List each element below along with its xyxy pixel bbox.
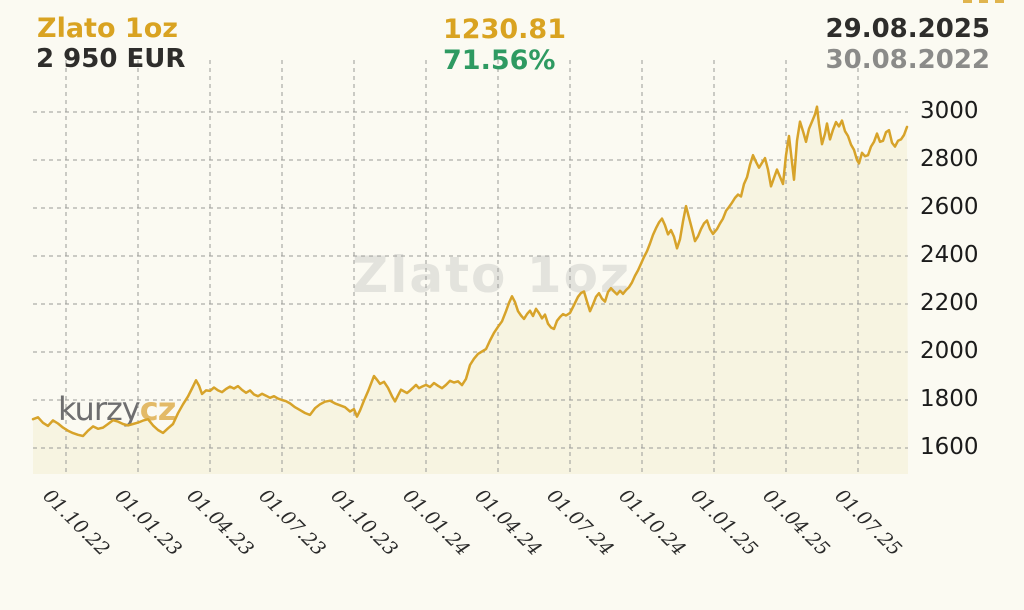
y-tick-label: 2400 — [920, 242, 979, 268]
y-tick-label: 2200 — [920, 290, 979, 316]
current-price: 2 950 EUR — [36, 44, 186, 74]
end-date: 29.08.2025 — [825, 14, 990, 44]
instrument-title: Zlato 1oz — [37, 13, 178, 44]
y-tick-label: 2000 — [920, 338, 979, 364]
kurzy-logo: kurzycz — [58, 390, 177, 428]
kurzy-logo-cz: cz — [139, 390, 177, 428]
y-tick-label: 1600 — [920, 434, 979, 460]
truncated-dot-icon — [979, 0, 988, 3]
y-tick-label: 1800 — [920, 386, 979, 412]
truncated-dot-icon — [963, 0, 972, 3]
change-percent: 71.56% — [443, 45, 556, 76]
price-line — [31, 105, 909, 438]
kurzy-logo-text: kurzy — [58, 390, 141, 428]
y-tick-label: 2600 — [920, 194, 979, 220]
price-area-fill — [33, 106, 908, 474]
start-date: 30.08.2022 — [825, 45, 990, 75]
y-tick-label: 2800 — [920, 146, 979, 172]
truncated-dot-icon — [995, 0, 1004, 3]
change-absolute: 1230.81 — [443, 14, 566, 45]
y-tick-label: 3000 — [920, 98, 979, 124]
